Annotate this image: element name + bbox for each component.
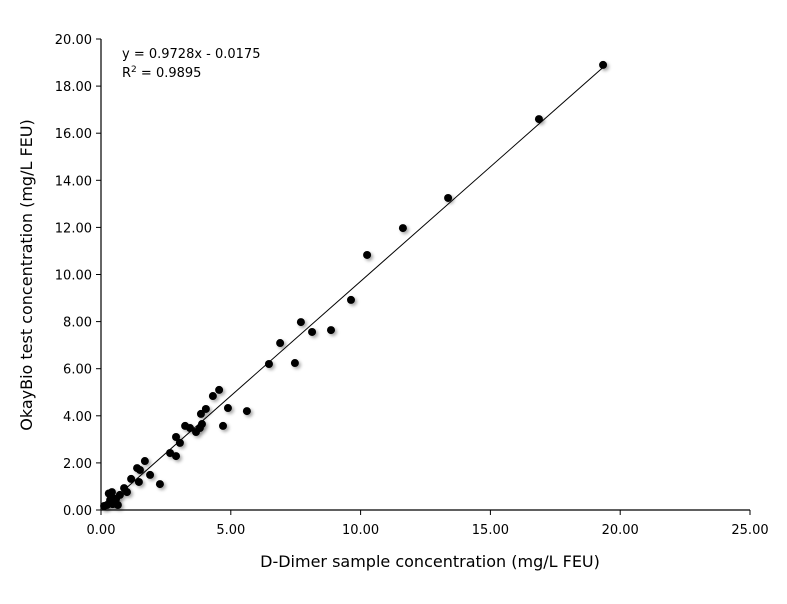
data-point <box>120 484 129 493</box>
r-squared-label: R2 = 0.9895 <box>122 65 201 81</box>
axes: 0.00 5.00 10.00 15.00 20.00 25.00 0.00 2.00 4.00… <box>55 33 769 538</box>
data-point <box>140 457 149 466</box>
data-point <box>155 480 164 489</box>
data-point <box>181 421 190 430</box>
trendline-group <box>103 66 604 509</box>
data-point <box>127 474 136 483</box>
data-point <box>534 115 543 124</box>
r2-value: = 0.9895 <box>137 66 202 81</box>
data-point <box>172 452 181 461</box>
y-tick-label: 20.00 <box>55 33 92 48</box>
data-point <box>108 500 117 509</box>
points-group <box>100 60 608 510</box>
data-point <box>276 339 285 348</box>
data-point <box>308 327 317 336</box>
x-tick-label: 15.00 <box>472 523 509 538</box>
data-point <box>201 404 210 413</box>
data-point <box>264 359 273 368</box>
y-tick-label: 18.00 <box>55 80 92 95</box>
y-tick-label: 4.00 <box>63 410 92 425</box>
y-tick-label: 12.00 <box>55 221 92 236</box>
y-tick-label: 16.00 <box>55 127 92 142</box>
y-tick-label: 14.00 <box>55 174 92 189</box>
data-point <box>327 326 336 335</box>
data-point <box>166 449 175 458</box>
y-tick-label: 0.00 <box>63 504 92 519</box>
r2-superscript: 2 <box>131 65 137 75</box>
y-tick-label: 2.00 <box>63 457 92 472</box>
data-point <box>208 392 217 401</box>
y-axis-label: OkayBio test concentration (mg/L FEU) <box>17 119 36 431</box>
data-point <box>134 477 143 486</box>
data-point <box>172 432 181 441</box>
data-point <box>146 470 155 479</box>
x-tick-label: 0.00 <box>87 523 116 538</box>
y-tick-label: 10.00 <box>55 269 92 284</box>
x-tick-label: 25.00 <box>731 523 768 538</box>
data-point <box>444 193 453 202</box>
data-point <box>363 250 372 259</box>
trendline <box>103 66 604 509</box>
data-point <box>175 438 184 447</box>
data-point <box>100 501 109 510</box>
data-point <box>296 318 305 327</box>
data-point <box>346 295 355 304</box>
x-axis-label: D-Dimer sample concentration (mg/L FEU) <box>260 552 600 571</box>
r2-r: R <box>122 66 131 81</box>
data-point <box>196 409 205 418</box>
data-point <box>104 489 113 498</box>
data-point <box>223 404 232 413</box>
data-point <box>192 428 201 437</box>
data-point <box>219 421 228 430</box>
y-tick-label: 8.00 <box>63 316 92 331</box>
trendline-equation: y = 0.9728x - 0.0175 <box>122 47 260 62</box>
data-point <box>215 385 224 394</box>
x-tick-label: 5.00 <box>216 523 245 538</box>
x-tick-label: 20.00 <box>602 523 639 538</box>
data-point <box>398 224 407 233</box>
x-tick-label: 10.00 <box>342 523 379 538</box>
data-point <box>133 464 142 473</box>
data-point <box>599 60 608 69</box>
y-tick-label: 6.00 <box>63 363 92 378</box>
data-point <box>242 407 251 416</box>
data-point <box>290 359 299 368</box>
